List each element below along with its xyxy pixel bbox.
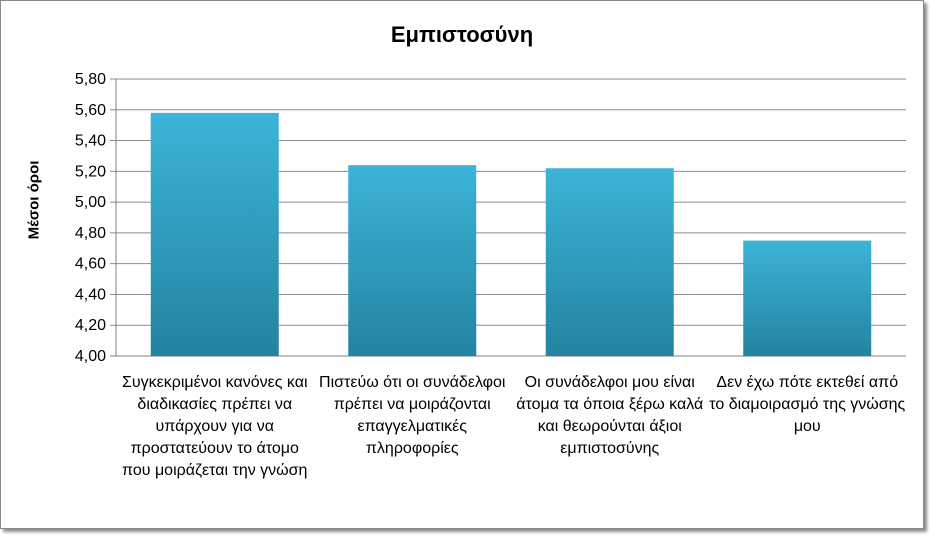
y-tick-label: 5,80 bbox=[75, 71, 106, 88]
y-tick-label: 4,60 bbox=[75, 256, 106, 273]
x-category-label: Οι συνάδελφοι μου είναι άτομα τα όποια ξ… bbox=[516, 374, 704, 457]
chart-title: Εμπιστοσύνη bbox=[390, 22, 534, 47]
y-tick-label: 4,20 bbox=[75, 317, 106, 334]
bar bbox=[743, 240, 872, 356]
y-tick-label: 4,40 bbox=[75, 286, 106, 303]
x-category-label: Συγκεκριμένοι κανόνες και διαδικασίες πρ… bbox=[121, 374, 308, 479]
y-tick-label: 5,60 bbox=[75, 102, 106, 119]
bar bbox=[150, 112, 279, 356]
x-category-label: Δεν έχω πότε εκτεθεί από το διαμοιρασμό … bbox=[709, 374, 906, 435]
y-tick-label: 5,40 bbox=[75, 133, 106, 150]
bar bbox=[348, 165, 477, 356]
y-tick-label: 5,20 bbox=[75, 163, 106, 180]
y-tick-label: 4,80 bbox=[75, 225, 106, 242]
y-tick-label: 5,00 bbox=[75, 194, 106, 211]
x-category-label: Πιστεύω ότι οι συνάδελφοι πρέπει να μοιρ… bbox=[319, 374, 506, 457]
y-tick-label: 4,00 bbox=[75, 348, 106, 365]
bar bbox=[545, 168, 674, 356]
